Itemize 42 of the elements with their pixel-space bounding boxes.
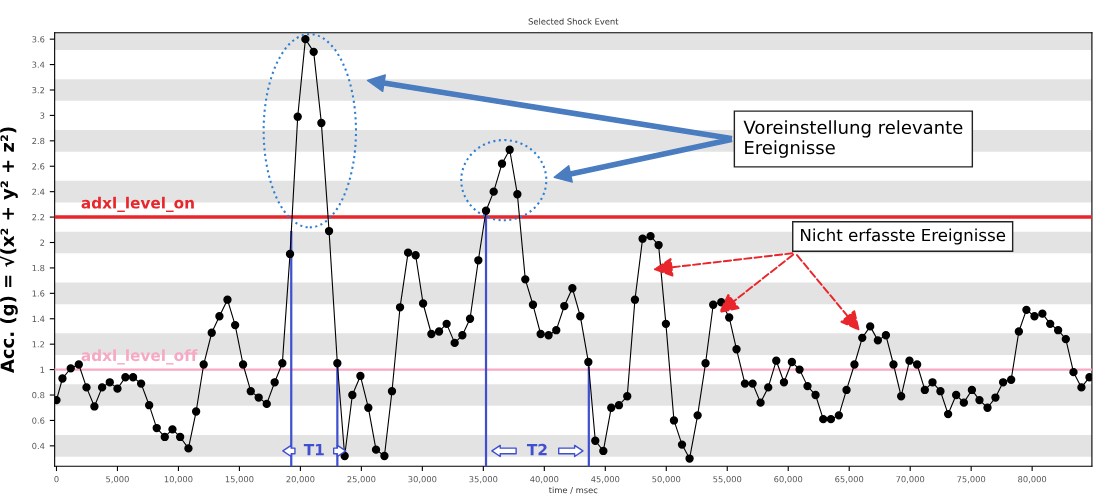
y-tick-label: 3.2 [32,86,45,94]
y-tick-label: 0.6 [32,417,45,424]
x-tick-label: 0 [54,476,59,483]
y-tick-label: 1.4 [32,315,45,322]
ref-line-label: adxl_level_off [81,349,198,365]
x-tick-label: 25,000 [347,476,376,484]
annotation: Voreinstellung relevante Ereignisse [743,120,963,158]
y-tick-label: 1 [40,366,45,373]
y-tick-label: 3.6 [32,36,45,43]
y-tick-label: 1.2 [32,341,45,348]
x-tick-label: 45,000 [591,476,620,484]
y-tick-label: 2.2 [32,214,45,221]
y-tick-label: 3.4 [32,61,45,68]
y-tick-label: 0.8 [32,392,45,399]
x-tick-label: 70,000 [896,476,925,484]
x-tick-label: 80,000 [1018,476,1047,484]
y-tick-label: 2.6 [32,163,45,170]
y-tick-label: 2.4 [32,188,45,195]
x-tick-label: 30,000 [408,476,437,484]
x-tick-label: 50,000 [652,476,681,484]
y-tick-label: 1.8 [32,264,45,272]
x-tick-label: 65,000 [835,476,864,484]
y-tick-label: 0.4 [32,442,45,450]
x-tick-label: 75,000 [957,476,986,484]
annotation: T1 [303,444,324,456]
x-axis-title: time / msec [548,486,598,494]
x-tick-label: 10,000 [164,476,193,484]
x-tick-label: 60,000 [774,476,803,484]
ref-line-label: adxl_level_on [81,196,194,212]
annotation: T2 [526,443,547,456]
y-tick-label: 2.8 [32,137,45,145]
x-tick-label: 40,000 [530,476,559,484]
x-tick-label: 15,000 [225,476,254,484]
y-tick-label: 2 [40,239,45,246]
x-tick-label: 35,000 [469,476,498,484]
x-tick-label: 20,000 [286,476,315,484]
y-tick-label: 1.6 [32,290,45,297]
annotation: Nicht erfasste Ereignisse [801,228,1006,245]
chart-title: Selected Shock Event [528,18,619,25]
x-tick-label: 5,000 [106,476,129,484]
x-tick-label: 55,000 [713,476,742,484]
y-tick-label: 3 [40,112,45,119]
